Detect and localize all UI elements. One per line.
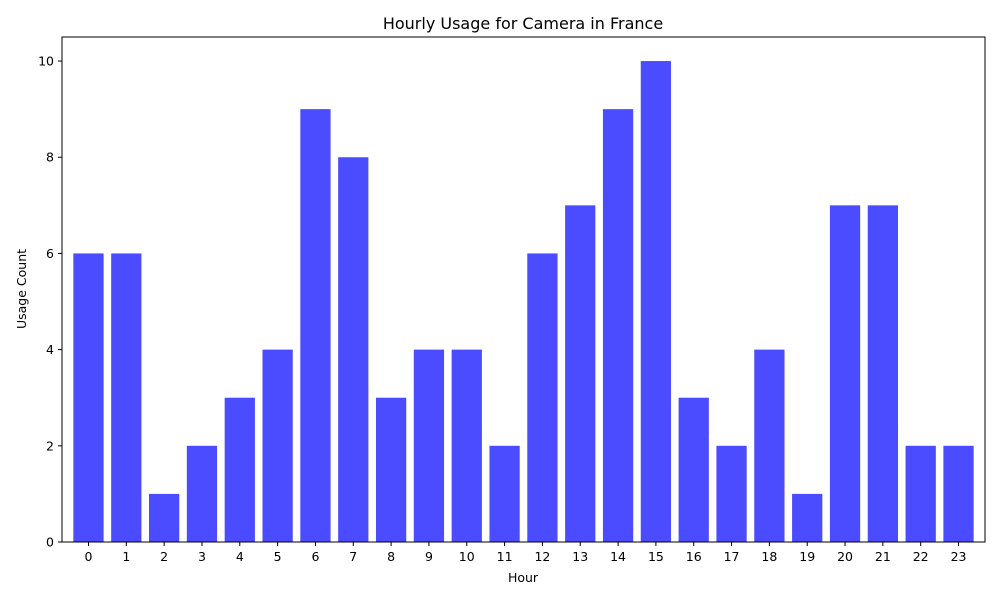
bar-hour-5	[262, 349, 293, 542]
bar-hour-7	[338, 157, 369, 542]
plot-frame	[61, 36, 986, 543]
x-tick-label: 18	[761, 549, 777, 564]
x-tick-label: 14	[610, 549, 626, 564]
bar-hour-10	[451, 349, 482, 542]
bar-hour-2	[149, 493, 180, 542]
bar-hour-18	[754, 349, 785, 542]
y-tick-label: 8	[46, 150, 54, 165]
x-tick-label: 9	[425, 549, 433, 564]
y-tick-label: 0	[46, 535, 54, 550]
bar-hour-22	[905, 445, 936, 542]
y-tick-label: 6	[46, 246, 54, 261]
bar-hour-12	[527, 253, 558, 542]
bar-hour-21	[867, 205, 898, 543]
x-tick-label: 23	[951, 549, 967, 564]
x-tick-label: 6	[311, 549, 319, 564]
x-tick-label: 13	[572, 549, 588, 564]
bar-hour-14	[602, 109, 634, 543]
x-tick-label: 16	[686, 549, 702, 564]
x-tick-label: 3	[198, 549, 206, 564]
bar-hour-8	[375, 397, 407, 542]
x-tick-label: 10	[459, 549, 475, 564]
bar-hour-3	[186, 445, 218, 542]
x-tick-label: 7	[349, 549, 357, 564]
bar-hour-0	[73, 253, 104, 542]
plot-area: 0 1 2 3 4 5 6 7 8 9 10 11 12 13 14 15 16 17 18 19 20 21 22 2302…	[38, 54, 974, 564]
y-tick-label: 10	[38, 54, 54, 69]
bar-hour-6	[300, 109, 331, 543]
bar-hour-11	[489, 445, 520, 542]
bar-hour-16	[678, 397, 709, 542]
x-tick-label: 21	[875, 549, 891, 564]
y-axis-label: Usage Count	[14, 249, 29, 329]
x-tick-label: 2	[160, 549, 168, 564]
bar-hour-4	[224, 397, 255, 542]
bar-hour-19	[792, 493, 823, 542]
x-axis-label: Hour	[508, 570, 539, 585]
x-tick-label: 4	[236, 549, 244, 564]
x-tick-label: 5	[274, 549, 282, 564]
x-tick-label: 19	[799, 549, 815, 564]
bar-hour-17	[716, 445, 747, 542]
x-tick-label: 11	[497, 549, 513, 564]
y-tick-label: 2	[46, 438, 54, 453]
x-tick-label: 0	[85, 549, 93, 564]
bar-hour-13	[565, 205, 596, 543]
x-tick-label: 20	[837, 549, 853, 564]
bar-hour-15	[640, 61, 672, 543]
x-tick-label: 8	[387, 549, 395, 564]
bar-hour-9	[413, 349, 445, 542]
bar-hour-23	[943, 445, 974, 542]
bar-hour-20	[829, 205, 861, 543]
x-tick-label: 12	[534, 549, 550, 564]
bar-hour-1	[111, 253, 142, 542]
y-tick-label: 4	[46, 342, 54, 357]
x-tick-label: 1	[122, 549, 130, 564]
x-tick-label: 17	[724, 549, 740, 564]
chart-title: Hourly Usage for Camera in France	[383, 14, 663, 33]
x-tick-label: 15	[648, 549, 664, 564]
x-tick-label: 22	[913, 549, 929, 564]
